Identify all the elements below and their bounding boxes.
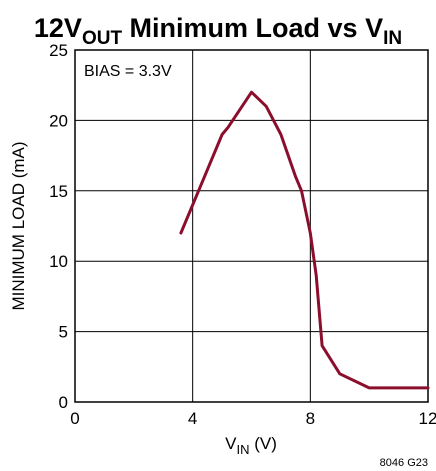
chart-title: 12VOUT Minimum Load vs VIN xyxy=(34,13,402,49)
series-layer xyxy=(179,90,430,390)
y-tick-label: 5 xyxy=(59,323,68,342)
y-axis-label: MINIMUM LOAD (mA) xyxy=(9,141,28,310)
y-tick-label: 0 xyxy=(59,393,68,412)
y-tick-label: 25 xyxy=(49,41,68,60)
grid xyxy=(75,50,428,402)
plot-frame xyxy=(74,49,429,403)
y-tick-label: 15 xyxy=(49,182,68,201)
x-tick-label: 0 xyxy=(70,409,79,428)
x-tick-label: 8 xyxy=(306,409,315,428)
x-tick-label: 12 xyxy=(419,409,436,428)
figure-code: 8046 G23 xyxy=(380,457,428,469)
series-line xyxy=(179,90,430,390)
x-axis-label: VIN (V) xyxy=(225,434,277,457)
y-tick-labels: 0 5 10 15 20 25 xyxy=(49,41,68,412)
bias-annotation: BIAS = 3.3V xyxy=(84,63,172,80)
x-tick-labels: 0 4 8 12 xyxy=(70,409,436,428)
x-tick-label: 4 xyxy=(188,409,197,428)
y-tick-label: 20 xyxy=(49,111,68,130)
y-tick-label: 10 xyxy=(49,252,68,271)
